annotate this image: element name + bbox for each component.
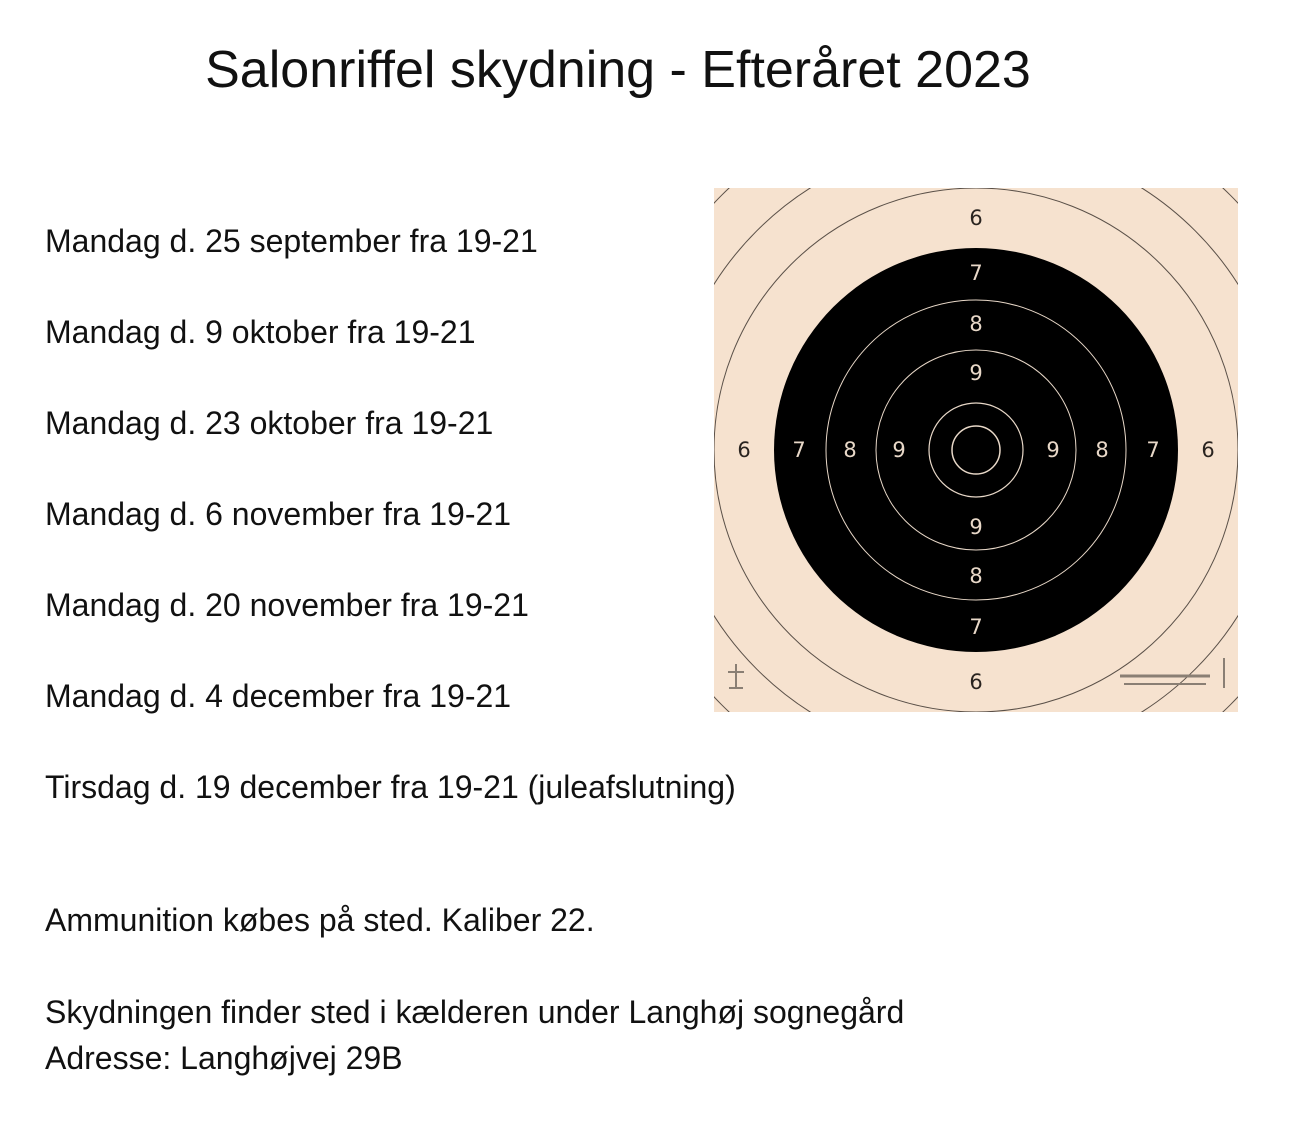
target-svg: 6 6 6 6 7 7 7 7 8 8 8 8 9 9 9 9 bbox=[714, 188, 1238, 712]
target-ring-center bbox=[951, 425, 1001, 475]
schedule-item: Mandag d. 6 november fra 19-21 bbox=[45, 496, 512, 532]
target-ring-8 bbox=[825, 299, 1127, 601]
target-ring-label: 8 bbox=[843, 438, 856, 462]
target-logo-mark bbox=[728, 658, 1225, 689]
location-note: Skydningen finder sted i kælderen under … bbox=[45, 994, 905, 1030]
target-ring-label: 7 bbox=[969, 261, 982, 285]
target-ring-label: 7 bbox=[969, 615, 982, 639]
target-ring-label: 6 bbox=[737, 438, 750, 462]
target-black-bull bbox=[774, 248, 1178, 652]
schedule-item: Mandag d. 9 oktober fra 19-21 bbox=[45, 314, 476, 350]
target-ring-label: 9 bbox=[969, 515, 982, 539]
target-ring-label: 8 bbox=[969, 564, 982, 588]
target-ring-label: 6 bbox=[1201, 438, 1214, 462]
target-ring-label: 6 bbox=[969, 670, 982, 694]
schedule-item-christmas: Tirsdag d. 19 december fra 19-21 (juleaf… bbox=[45, 769, 736, 805]
schedule-list: Mandag d. 25 september fra 19-21 Mandag … bbox=[45, 218, 736, 805]
target-ring-label: 6 bbox=[969, 206, 982, 230]
schedule-item: Mandag d. 20 november fra 19-21 bbox=[45, 587, 529, 623]
target-ring-label: 9 bbox=[1046, 438, 1059, 462]
target-ring-label: 8 bbox=[1095, 438, 1108, 462]
schedule-item: Mandag d. 4 december fra 19-21 bbox=[45, 678, 512, 714]
target-ring-label: 9 bbox=[892, 438, 905, 462]
ammunition-note: Ammunition købes på sted. Kaliber 22. bbox=[45, 902, 595, 938]
target-ring-10 bbox=[928, 402, 1024, 498]
target-ring-label: 9 bbox=[969, 361, 982, 385]
target-ring-label: 7 bbox=[792, 438, 805, 462]
target-ring-9 bbox=[875, 349, 1077, 551]
shooting-target-image: 6 6 6 6 7 7 7 7 8 8 8 8 9 9 9 9 bbox=[714, 188, 1238, 712]
target-ring-label: 7 bbox=[1146, 438, 1159, 462]
schedule-item: Mandag d. 23 oktober fra 19-21 bbox=[45, 405, 494, 441]
schedule-item: Mandag d. 25 september fra 19-21 bbox=[45, 223, 538, 259]
address: Adresse: Langhøjvej 29B bbox=[45, 1040, 403, 1076]
page-title: Salonriffel skydning - Efteråret 2023 bbox=[205, 41, 1031, 99]
target-ring-label: 8 bbox=[969, 312, 982, 336]
